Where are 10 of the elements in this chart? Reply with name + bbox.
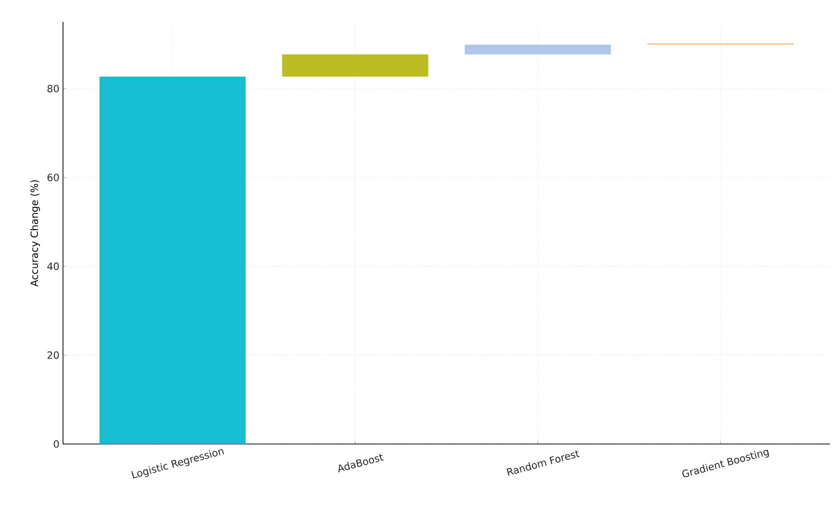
y-tick-label: 40 [47,262,59,270]
bar [464,44,611,54]
y-tick-label: 0 [54,440,59,448]
y-tick-label: 20 [48,351,59,359]
bar [100,76,246,444]
y-tick-label: 80 [47,84,59,92]
x-tick-label: Random Forest [506,450,580,476]
bar [282,54,428,77]
y-tick-label: 60 [48,174,59,182]
y-axis-title: Accuracy Change (%) [30,180,40,287]
